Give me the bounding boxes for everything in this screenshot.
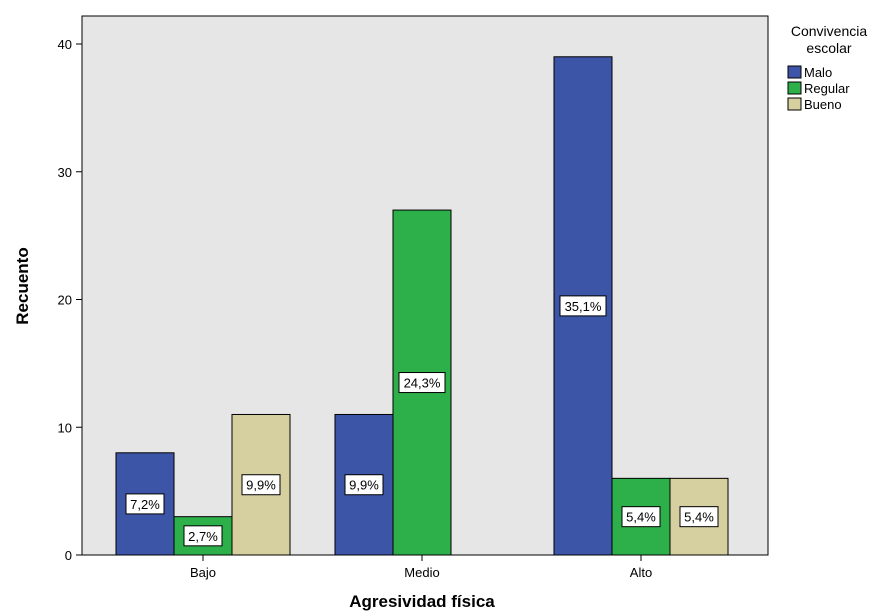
x-axis-title: Agresividad física — [349, 592, 495, 611]
data-label: 35,1% — [565, 299, 602, 314]
data-label: 5,4% — [684, 510, 714, 525]
y-axis-title: Recuento — [13, 247, 32, 324]
legend-title-line-2: escolar — [806, 40, 851, 56]
data-label-box — [679, 506, 719, 528]
legend-label-bueno: Bueno — [804, 97, 842, 112]
data-label: 7,2% — [130, 497, 160, 512]
legend-title-line-1: Convivencia — [791, 23, 867, 39]
data-label-box — [559, 295, 607, 317]
y-tick-label: 0 — [65, 548, 72, 563]
data-label-box — [125, 493, 165, 515]
data-label: 2,7% — [188, 529, 218, 544]
data-label-box — [621, 506, 661, 528]
y-tick-label: 30 — [58, 165, 72, 180]
y-axis: 0 10 20 30 40 — [58, 37, 82, 563]
legend-swatch-bueno — [787, 97, 802, 111]
legend-label-malo: Malo — [804, 65, 832, 80]
data-label: 24,3% — [404, 376, 441, 391]
legend-swatch-malo — [787, 65, 802, 79]
data-label: 5,4% — [626, 510, 656, 525]
data-labels: 7,2% 9,9% 35,1% 2,7% 24,3% 5,4% 9,9% 5,4% — [125, 295, 719, 547]
data-label-box — [183, 525, 223, 547]
y-tick-label: 10 — [58, 420, 72, 435]
legend-label-regular: Regular — [804, 81, 850, 96]
y-tick-label: 20 — [58, 293, 72, 308]
data-label: 9,9% — [246, 478, 276, 493]
data-label-box — [241, 474, 281, 496]
data-label-box — [398, 372, 446, 394]
data-label-box — [344, 474, 384, 496]
y-tick-label: 40 — [58, 37, 72, 52]
x-axis: Bajo Medio Alto — [190, 555, 652, 580]
x-tick-label: Alto — [630, 565, 652, 580]
x-tick-label: Bajo — [190, 565, 216, 580]
x-tick-label: Medio — [404, 565, 439, 580]
legend-swatch-regular — [787, 81, 802, 95]
data-label: 9,9% — [349, 478, 379, 493]
